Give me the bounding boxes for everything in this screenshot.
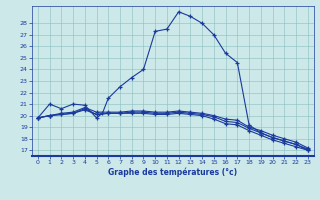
X-axis label: Graphe des températures (°c): Graphe des températures (°c)	[108, 168, 237, 177]
